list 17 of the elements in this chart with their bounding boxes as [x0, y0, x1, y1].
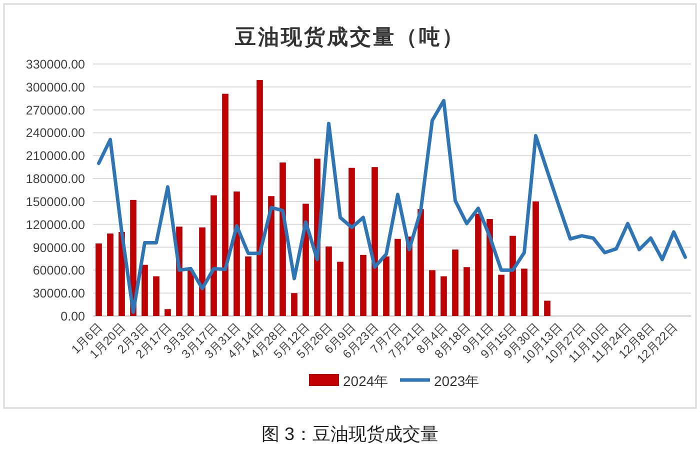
chart-title: 豆油现货成交量（吨） — [234, 25, 465, 49]
caption: 图 3：豆油现货成交量 — [261, 424, 439, 444]
y-tick-label: 150000.00 — [26, 194, 86, 209]
y-tick-label: 60000.00 — [32, 264, 86, 278]
y-tick-label: 300000.00 — [26, 80, 86, 94]
y-tick-label: 330000.00 — [26, 58, 86, 72]
y-tick-label: 90000.00 — [32, 240, 86, 255]
legend-label: 2023年 — [434, 373, 480, 389]
line-series — [97, 98, 687, 314]
y-tick-label: 210000.00 — [26, 149, 86, 164]
y-tick-label: 180000.00 — [26, 172, 86, 186]
y-tick-label: 240000.00 — [26, 126, 86, 140]
y-tick-label: 0.00 — [60, 310, 86, 324]
y-tick-label: 270000.00 — [26, 103, 86, 118]
legend-label: 2024年 — [343, 373, 388, 389]
y-tick-label: 30000.00 — [32, 286, 86, 301]
y-tick-label: 120000.00 — [26, 218, 86, 232]
